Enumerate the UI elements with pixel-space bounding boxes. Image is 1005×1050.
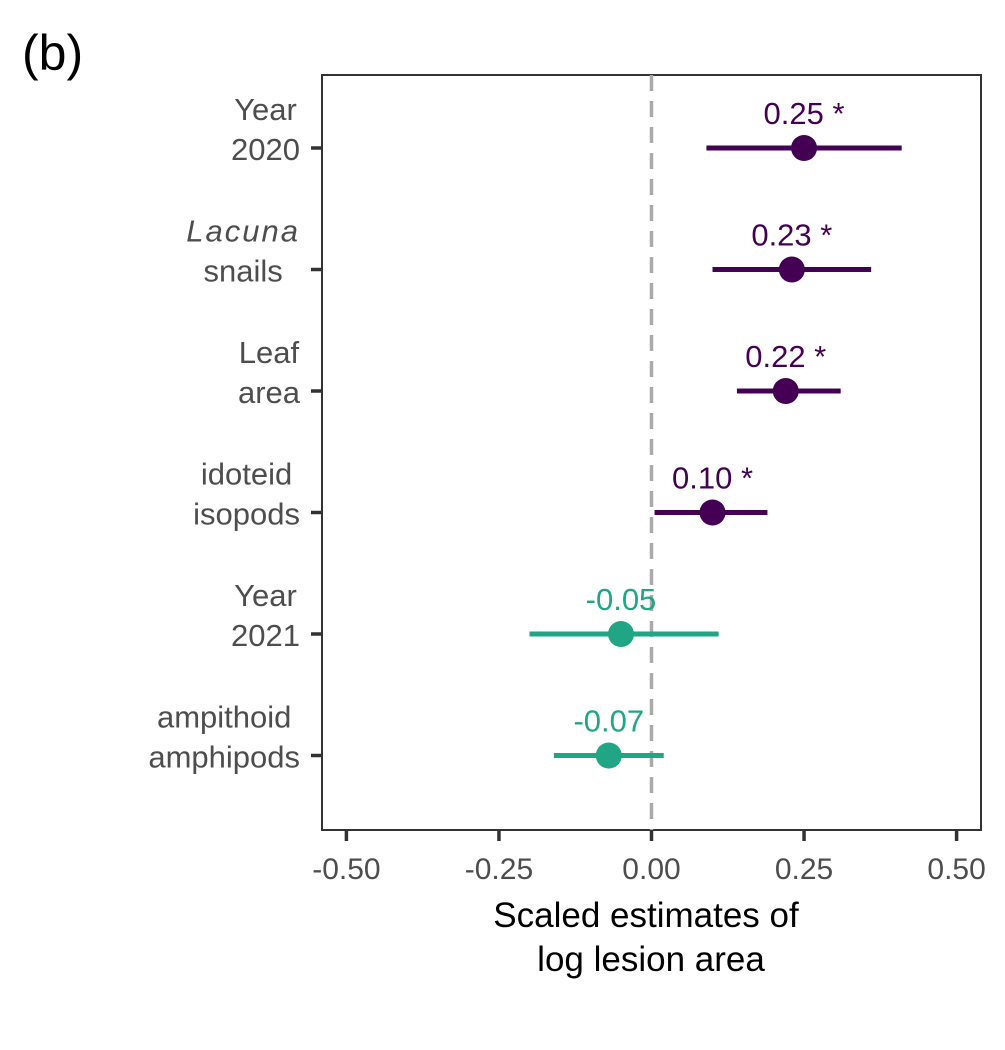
x-tick-label-0: -0.50: [312, 853, 380, 886]
y-axis: Year 2020 Lacuna snails Leaf area idoteid isopo…: [148, 92, 322, 775]
category-label-4-line-2: 2021: [231, 618, 300, 653]
estimate-point-0: [791, 135, 818, 161]
x-tick-label-4: 0.50: [927, 853, 985, 886]
estimate-point-2: [772, 378, 799, 404]
x-axis: -0.50 -0.25 0.00 0.25 0.50: [312, 830, 986, 886]
category-label-3-line-2: isopods: [193, 497, 300, 532]
estimate-point-4: [607, 621, 634, 647]
category-label-1-line-2: snails: [204, 254, 283, 289]
category-label-3-line-1: idoteid: [201, 457, 292, 492]
estimate-label-1: 0.23 *: [751, 218, 832, 253]
estimate-point-3: [699, 499, 726, 526]
category-label-0-line-2: 2020: [231, 132, 300, 167]
estimate-label-5: -0.07: [573, 704, 644, 739]
x-tick-label-2: 0.00: [622, 853, 680, 886]
estimate-label-4: -0.05: [586, 582, 657, 617]
estimate-points: [595, 135, 818, 769]
confidence-intervals: [529, 145, 902, 758]
category-label-1-line-1: Lacuna: [186, 214, 300, 249]
estimate-label-3: 0.10 *: [672, 461, 753, 496]
estimate-label-2: 0.22 *: [745, 339, 826, 374]
x-tick-label-3: 0.25: [775, 853, 833, 886]
estimate-point-1: [778, 256, 805, 283]
category-label-2-line-2: area: [238, 375, 301, 410]
x-axis-title-line-1: Scaled estimates of: [493, 896, 799, 935]
x-tick-label-1: -0.25: [465, 853, 533, 886]
estimate-point-5: [595, 742, 622, 769]
category-label-5-line-2: amphipods: [148, 740, 300, 775]
panel-label: (b): [22, 25, 83, 81]
category-label-0-line-1: Year: [234, 92, 297, 127]
estimate-labels: 0.25 * 0.23 * 0.22 * 0.10 * -0.05 -0.07: [573, 96, 844, 739]
category-label-5-line-1: ampithoid: [157, 700, 291, 735]
estimate-label-0: 0.25 *: [764, 96, 845, 131]
category-label-2-line-1: Leaf: [239, 335, 300, 370]
x-axis-title-line-2: log lesion area: [537, 940, 765, 979]
category-label-4-line-1: Year: [234, 578, 297, 613]
